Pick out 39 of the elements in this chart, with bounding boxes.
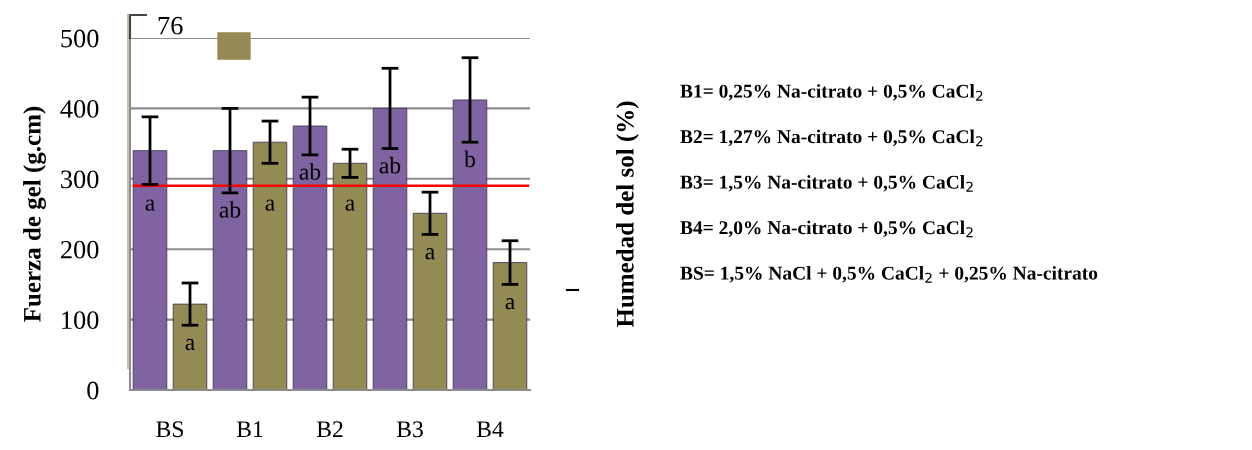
data-label: b [464, 150, 475, 168]
x-tick-label: BS [156, 421, 183, 438]
data-label: ab [379, 156, 401, 174]
x-tick-label: B3 [396, 421, 423, 438]
bar [172, 303, 208, 390]
text: 76 [158, 16, 183, 35]
text: B3= 1,5% Na-citrato + 0,5% CaCl$_{2}$ [680, 175, 973, 192]
bar [412, 212, 448, 390]
bar [332, 162, 368, 390]
bar [492, 262, 528, 390]
text: B4= 2,0% Na-citrato + 0,5% CaCl$_{2}$ [680, 220, 973, 238]
text: BS= 1,5% NaCl + 0,5% CaCl$_{2}$ + 0,25% Na-citrato [680, 266, 1098, 283]
bar [292, 125, 328, 390]
x-tick-label: B1 [236, 421, 263, 438]
y-tick-label: 0 [87, 381, 99, 400]
data-label: a [425, 248, 435, 260]
y-tick-label: 400 [60, 100, 99, 118]
y-tick-label: 100 [62, 311, 99, 330]
bar [372, 107, 408, 390]
bar [212, 150, 248, 390]
y-tick-label: 300 [61, 170, 99, 189]
data-label: a [505, 298, 515, 310]
y2-axis-title: Humedad del sol (%) [616, 101, 639, 328]
data-label: a [185, 338, 195, 351]
text: B2= 1,27% Na-citrato + 0,5% CaCl$_{2}$ [680, 129, 983, 147]
bar [452, 99, 488, 390]
data-label: a [265, 199, 275, 211]
y-tick-label: 500 [61, 29, 99, 48]
x-tick-label: B2 [316, 421, 343, 438]
text: B1= 0,25% Na-citrato + 0,5% CaCl$_{2}$ [680, 84, 983, 101]
x-tick-label: B4 [476, 421, 504, 438]
y-tick-label: 200 [61, 240, 99, 259]
bar [252, 141, 288, 390]
data-label: ab [299, 163, 321, 180]
data-label: a [145, 199, 155, 211]
y-axis-title: Fuerza de gel (g.cm) [23, 106, 46, 322]
data-label: a [345, 199, 355, 211]
data-label: ab [219, 201, 241, 218]
bar [132, 150, 168, 390]
